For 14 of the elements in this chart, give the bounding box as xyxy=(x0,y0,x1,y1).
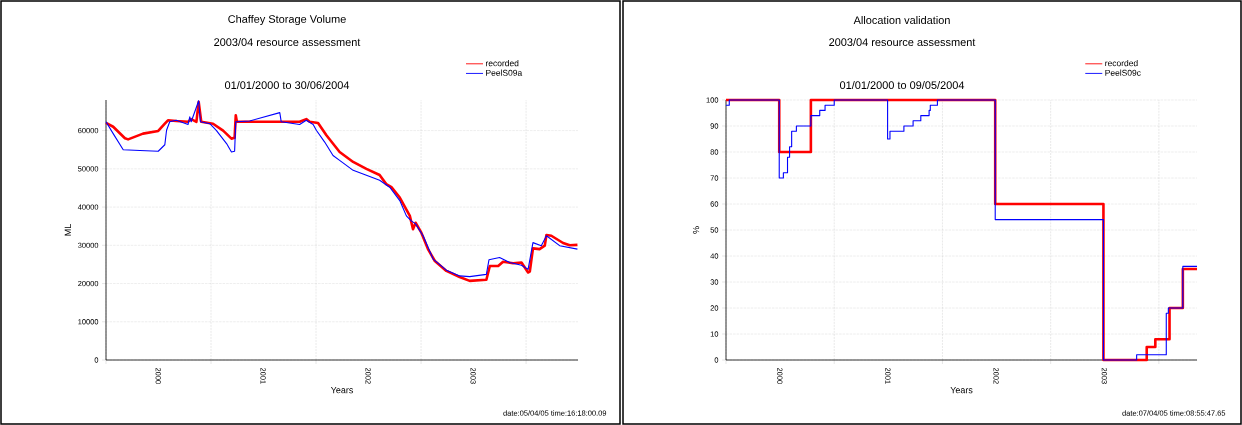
y-axis-title: % xyxy=(692,226,700,234)
x-axis-title: Years xyxy=(330,386,353,394)
chart-subtitle: 2003/04 resource assessment xyxy=(829,37,976,47)
x-axis-title: Years xyxy=(950,386,973,394)
chart-title: Chaffey Storage Volume xyxy=(228,14,346,26)
chart-title: Allocation validation xyxy=(853,15,950,25)
legend-label: recorded xyxy=(486,59,519,67)
y-axis-title: ML xyxy=(64,224,71,236)
legend-label: PeelS09c xyxy=(1105,69,1141,76)
legend-label: recorded xyxy=(1105,59,1138,67)
text: 01/01/2000 to 30/06/2004 xyxy=(224,80,350,90)
legend-label: PeelS09a xyxy=(486,69,523,76)
text: 01/01/2000 to 09/05/2004 xyxy=(839,80,965,90)
chart-subtitle: 2003/04 resource assessment xyxy=(214,37,361,47)
